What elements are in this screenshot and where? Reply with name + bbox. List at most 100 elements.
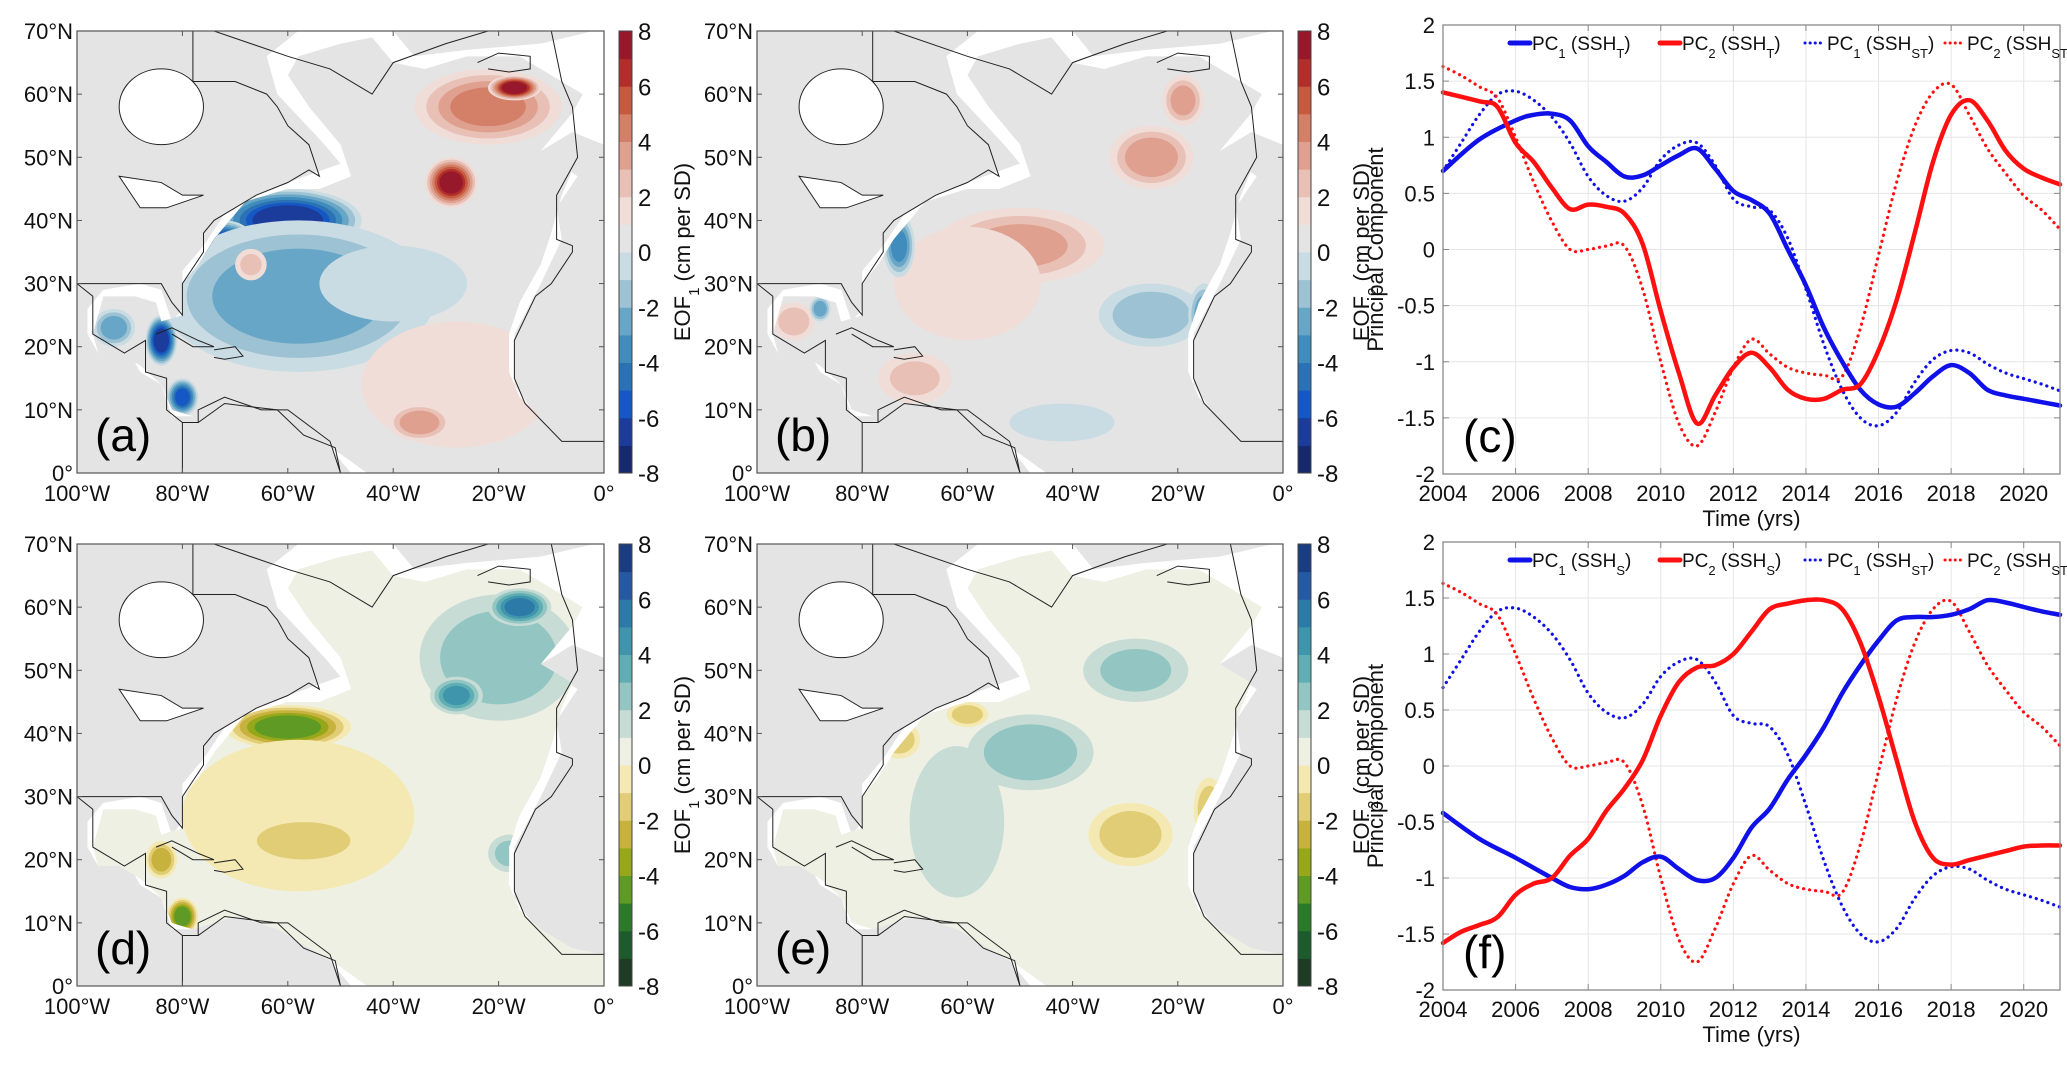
coastline-hispaniola (213, 859, 244, 873)
y-tick-label: 0 (1423, 238, 1435, 263)
legend: PC1 (SSHT) PC2 (SSHT) PC1 (SSHST) PC2 (SSHS… (1507, 34, 2067, 61)
lat-tick-label: 10°N (704, 398, 753, 423)
lat-tick-label: 70°N (704, 532, 753, 557)
lat-tick-label: 30°N (704, 272, 753, 297)
x-tick-label: 2018 (1927, 481, 1976, 506)
colorbar-tick-label: -4 (638, 864, 659, 891)
colorbar-swatch (619, 875, 632, 904)
colorbar-label: EOF1 (cm per SD) (670, 163, 703, 341)
colorbar-swatch (1298, 875, 1311, 904)
coastline-usEast (757, 31, 1000, 317)
map-panel-e: 70°N60°N50°N40°N30°N20°N10°N0°100°W 80°W 6… (704, 532, 1382, 1019)
colorbar-swatch (619, 682, 632, 711)
colorbar-tick-label: -2 (638, 808, 659, 835)
colorbar-swatch (1298, 307, 1311, 336)
contour-level (175, 388, 190, 406)
colorbar-tick-label: 4 (638, 643, 651, 670)
lat-tick-label: 0° (52, 974, 73, 999)
y-tick-label: 0 (1423, 754, 1435, 779)
lon-tick-label: 80°W (835, 481, 889, 506)
coastline-cuba (155, 327, 215, 348)
y-axis-label: Principal Component (1363, 664, 1388, 868)
lon-tick-label: 60°W (261, 994, 315, 1019)
legend-paren-text: SSH (1872, 34, 1911, 55)
panel-label: (b) (775, 409, 831, 461)
colorbar-tick-label: -8 (638, 461, 659, 488)
lon-tick-label: 60°W (261, 481, 315, 506)
y-tick-label: -1 (1415, 350, 1435, 375)
y-axis-label: Principal Component (1363, 147, 1388, 351)
coastline-northAmerica (757, 544, 1021, 986)
coastline-northAmerica (757, 31, 1021, 473)
colorbar-tick-label: -4 (1317, 351, 1338, 378)
hudson-bay (118, 68, 204, 146)
coastline-greenland (893, 31, 1168, 95)
coastline-greenland (213, 544, 489, 608)
great-lakes (798, 688, 884, 722)
contour-level (256, 822, 351, 860)
colorbar-swatch (619, 958, 632, 987)
contour-level (439, 171, 463, 194)
coastline-europe (1193, 31, 1283, 442)
colorbar-tick-label: 8 (638, 19, 651, 46)
x-tick-label: 2020 (1999, 481, 2048, 506)
y-tick-label: 0.5 (1404, 698, 1435, 723)
colorbar-swatch (619, 765, 632, 794)
lat-tick-label: 50°N (24, 145, 73, 170)
colorbar-swatch (619, 334, 632, 363)
colorbar-swatch (619, 58, 632, 87)
contour-level (100, 315, 128, 340)
lat-tick-label: 10°N (704, 911, 753, 936)
lon-tick-label: 100°W (724, 994, 791, 1019)
hudson-bay (798, 68, 884, 146)
coastline-europe (513, 31, 604, 442)
contour-level (501, 81, 528, 94)
colorbar-swatch (619, 737, 632, 766)
colorbar-swatch (619, 820, 632, 849)
colorbar-tick-label: 4 (1317, 643, 1330, 670)
lon-tick-label: 0° (1272, 481, 1293, 506)
colorbar-swatch (1298, 654, 1311, 683)
lat-tick-label: 20°N (704, 848, 753, 873)
colorbar-swatch (619, 571, 632, 600)
legend-paren-open: ( (1566, 34, 1578, 55)
coastline-southAmerica (181, 915, 341, 986)
legend-sub: 1 (1558, 46, 1565, 61)
contour-level (813, 300, 827, 317)
colorbar-swatch (1298, 737, 1311, 766)
y-tick-label: -1.5 (1397, 922, 1435, 947)
colorbar-label-prefix: EOF (670, 296, 695, 341)
contour-level (504, 598, 535, 617)
map-content (757, 31, 1283, 473)
colorbar-tick-label: -4 (1317, 864, 1338, 891)
legend-paren-open: ( (1566, 551, 1578, 572)
contour-level (1099, 811, 1162, 858)
colorbar-label: EOF2 (cm per SD) (1349, 163, 1382, 341)
coastline-cuba (835, 840, 894, 861)
colorbar-tick-label: -8 (1317, 974, 1338, 1001)
colorbar: 8 6 4 2 0 -2 -4 -6 -8 EOF1 (cm per SD) (618, 532, 703, 1001)
series-line-solid-pc1-ssht (1440, 111, 2063, 410)
coastline-usEast (77, 31, 321, 317)
colorbar-swatch (1298, 958, 1311, 987)
eof-field (772, 37, 1283, 473)
colorbar-swatch (1298, 86, 1311, 115)
great-lakes (118, 175, 204, 209)
legend-paren-open: ( (2001, 34, 2013, 55)
lat-tick-label: 30°N (24, 272, 73, 297)
coastline-southAmerica (181, 402, 341, 473)
map-content (77, 544, 604, 986)
lon-tick-label: 60°W (940, 994, 994, 1019)
colorbar-label: EOF2 (cm per SD) (1349, 676, 1382, 854)
y-tick-label: 2 (1423, 13, 1435, 38)
coastline-iceland (477, 52, 531, 73)
colorbar-swatch (619, 626, 632, 655)
contour-level (893, 226, 1041, 341)
series-line-solid-pc2-sshs (1440, 597, 2063, 946)
legend-sub: 1 (1853, 46, 1860, 61)
axes-frame (1442, 24, 2061, 475)
legend-paren-close: ) (1928, 34, 1934, 55)
lat-tick-label: 0° (732, 461, 753, 486)
colorbar-swatch (1298, 903, 1311, 932)
y-tick-label: -1.5 (1397, 406, 1435, 431)
